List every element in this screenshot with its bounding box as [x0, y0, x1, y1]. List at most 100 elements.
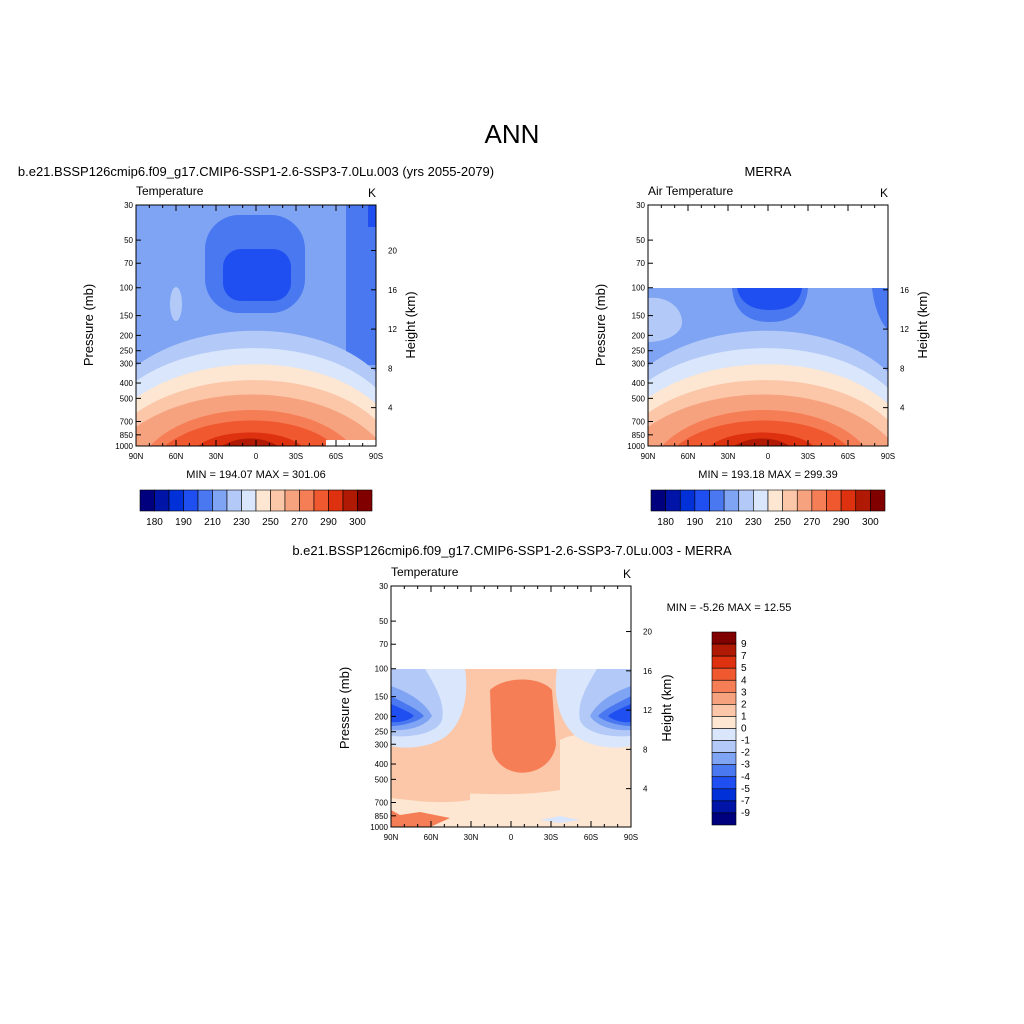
y-tick-label: 200	[375, 712, 389, 721]
y-tick-label: 500	[120, 394, 134, 403]
x-tick-label: 60S	[584, 833, 598, 842]
x-axis-latitude: 90N 60N 30N 0 30S 60S 90S	[641, 205, 895, 461]
y-tick-label: 850	[375, 812, 389, 821]
colorbar: 180 190 210 230 250 270 290 300	[650, 489, 886, 528]
x-axis-latitude: 90N 60N 30N 0 30S 60S 90S	[129, 205, 383, 461]
y-tick-label: 700	[375, 798, 389, 807]
y-tick-label: 250	[120, 347, 134, 356]
y-tick-label: 300	[375, 740, 389, 749]
colorbar: 180 190 210 230 250 270 290 300	[139, 489, 373, 528]
y-tick-label: 50	[379, 617, 388, 626]
y-tick-label: 850	[120, 431, 134, 440]
x-tick-label: 0	[766, 452, 771, 461]
x-tick-label: 30S	[544, 833, 558, 842]
colorbar-swatch	[711, 667, 737, 681]
colorbar-label: 300	[862, 517, 879, 528]
colorbar-label: 290	[320, 517, 337, 528]
y-tick-label: 400	[120, 379, 134, 388]
y2-tick-label: 16	[388, 286, 397, 295]
y-tick-label: 500	[632, 394, 646, 403]
y-axis-pressure: 30 50 70 100 150 200 250 300 400 500 700 850 1000	[370, 582, 396, 832]
x-tick-label: 0	[509, 833, 514, 842]
y-tick-label: 200	[120, 331, 134, 340]
y2-tick-label: 20	[388, 247, 397, 256]
colorbar-swatch	[711, 716, 737, 729]
y-tick-label: 700	[632, 417, 646, 426]
colorbar-swatch	[197, 489, 213, 512]
variable-label: Air Temperature	[648, 184, 733, 198]
y2-tick-label: 16	[900, 286, 909, 295]
colorbar-label: -4	[741, 772, 750, 783]
x-tick-label: 30N	[721, 452, 736, 461]
y2-tick-label: 20	[643, 628, 652, 637]
colorbar-label: 7	[741, 651, 747, 662]
colorbar-swatch	[284, 489, 300, 512]
colorbar-swatch	[694, 489, 710, 512]
colorbar-label: 300	[349, 517, 366, 528]
y-tick-label: 30	[379, 582, 388, 591]
colorbar-swatch	[212, 489, 228, 512]
y2-tick-label: 8	[643, 745, 648, 754]
colorbar-swatch	[711, 679, 737, 693]
colorbar-swatch	[357, 489, 373, 512]
colorbar-swatch	[711, 800, 737, 814]
y-tick-label: 100	[375, 665, 389, 674]
colorbar-label: 9	[741, 639, 747, 650]
y-tick-label: 100	[632, 284, 646, 293]
colorbar-swatch	[723, 489, 740, 512]
colorbar-label: -9	[741, 808, 750, 819]
y-axis-height: 20 16 12 8 4	[626, 628, 652, 794]
y-tick-label: 150	[375, 693, 389, 702]
y-tick-label: 50	[636, 236, 645, 245]
colorbar-label: 5	[741, 663, 747, 674]
colorbar-label: 1	[741, 711, 747, 722]
colorbar-label: 190	[687, 517, 704, 528]
colorbar-label: 210	[716, 517, 733, 528]
colorbar-swatch	[665, 489, 681, 512]
colorbar-swatch	[711, 655, 737, 669]
y-axis-pressure: 30 50 70 100 150 200 250 300 400 500 700 850 1000	[115, 201, 141, 451]
colorbar-swatch	[711, 812, 737, 826]
y-tick-label: 150	[632, 312, 646, 321]
y-tick-label: 70	[379, 640, 388, 649]
y-tick-label: 30	[124, 201, 133, 210]
stats-label: MIN = -5.26 MAX = 12.55	[667, 602, 792, 614]
colorbar-label: -1	[741, 736, 750, 747]
colorbar-swatch	[782, 489, 798, 512]
y2-axis-title: Height (km)	[403, 291, 418, 358]
units-label: K	[368, 186, 376, 200]
panel-merra: MERRA Air Temperature K 30 50 70 100 150 200 2…	[593, 164, 930, 528]
panel-title: MERRA	[745, 164, 792, 179]
colorbar-swatch	[650, 489, 666, 512]
y-tick-label: 700	[120, 417, 134, 426]
colorbar-swatch	[328, 489, 344, 512]
colorbar-swatch	[811, 489, 827, 512]
colorbar-swatch	[270, 489, 286, 512]
colorbar-swatch	[753, 489, 769, 512]
y-tick-label: 1000	[370, 823, 388, 832]
y2-tick-label: 4	[643, 785, 648, 794]
colorbar-swatch	[679, 489, 696, 512]
colorbar-swatch	[313, 489, 329, 512]
y-tick-label: 150	[120, 312, 134, 321]
y-axis-title: Pressure (mb)	[81, 284, 96, 366]
x-tick-label: 90S	[881, 452, 895, 461]
y-tick-label: 300	[120, 359, 134, 368]
colorbar-label: 3	[741, 687, 747, 698]
colorbar-label: 4	[741, 675, 747, 686]
colorbar-swatch	[342, 489, 358, 512]
y-tick-label: 500	[375, 775, 389, 784]
colorbar-label: 180	[146, 517, 163, 528]
units-label: K	[880, 186, 888, 200]
y2-tick-label: 12	[388, 325, 397, 334]
colorbar-swatch	[299, 489, 315, 512]
y2-tick-label: 12	[643, 706, 652, 715]
colorbar-swatch	[711, 728, 737, 741]
colorbar-swatch	[711, 752, 737, 765]
y-tick-label: 300	[632, 359, 646, 368]
contour-field	[648, 288, 888, 446]
colorbar-label: 250	[262, 517, 279, 528]
x-tick-label: 30N	[464, 833, 479, 842]
x-tick-label: 60N	[681, 452, 696, 461]
